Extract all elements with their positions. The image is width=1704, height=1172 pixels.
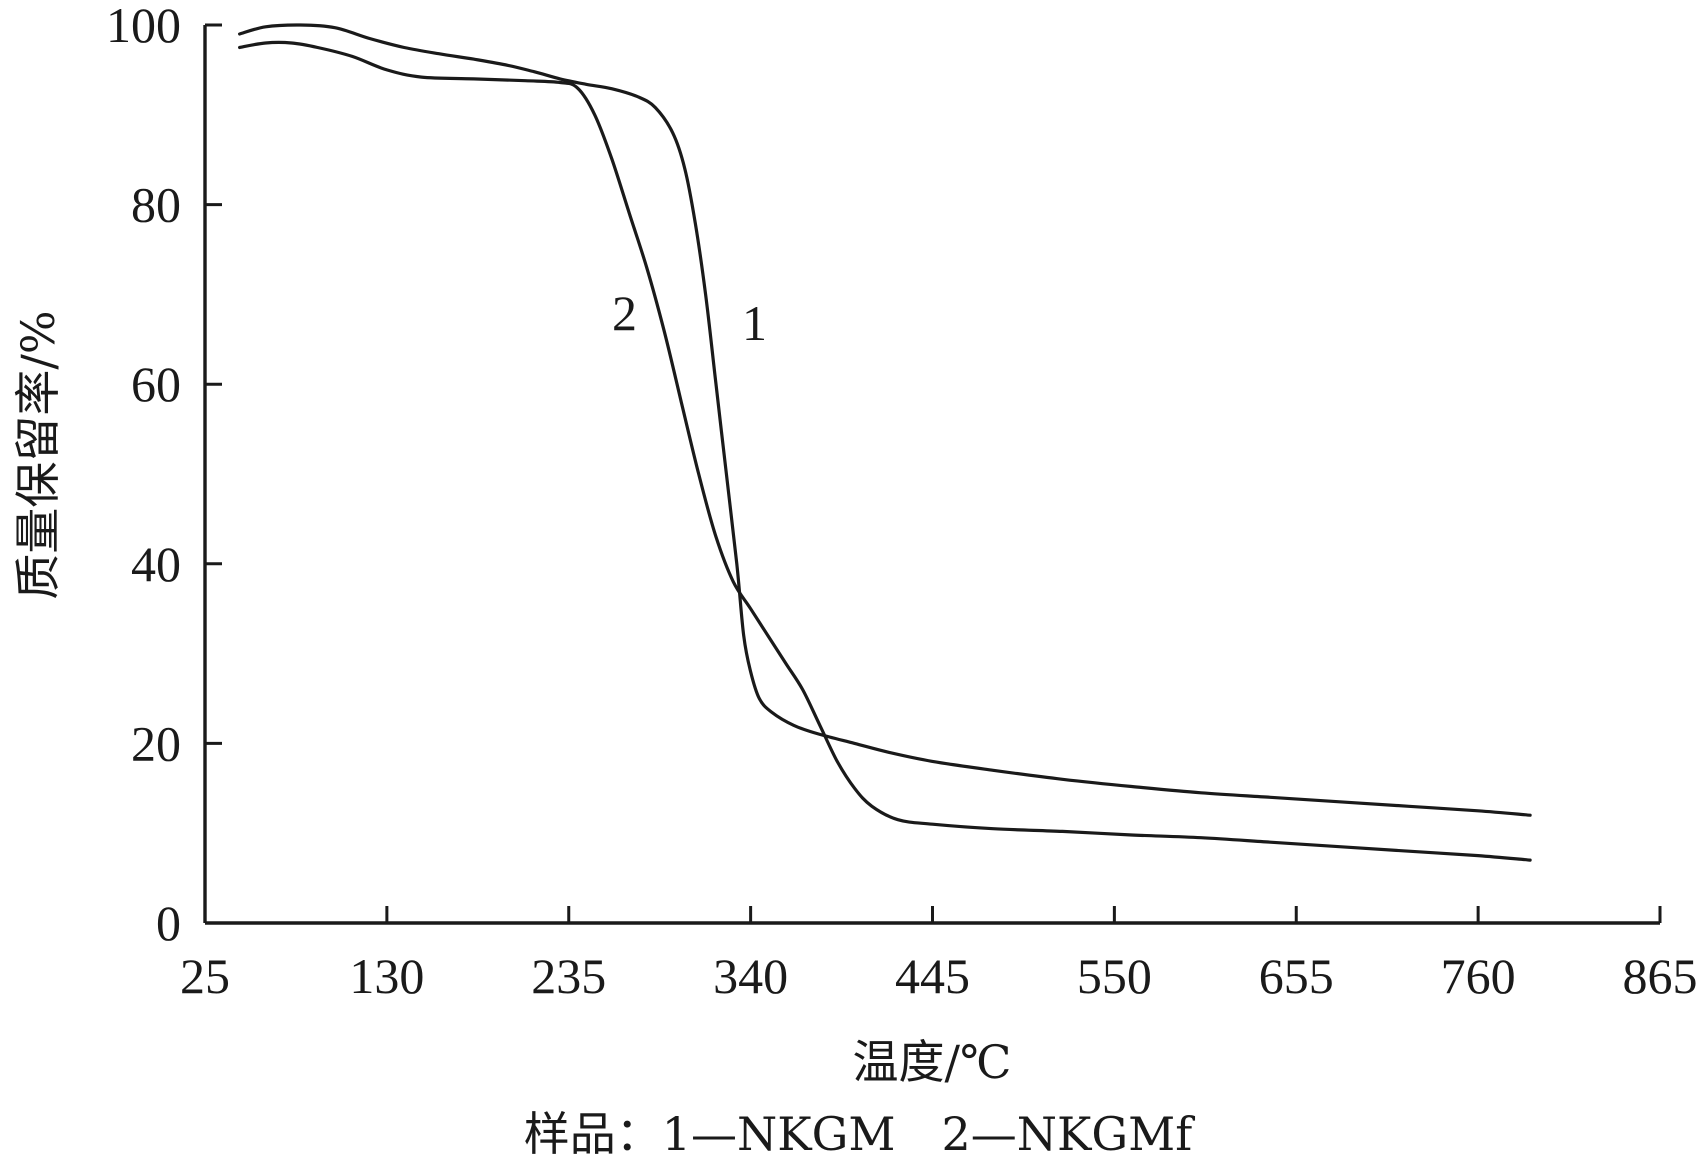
x-tick-label: 235 [531, 948, 606, 1004]
x-tick-label: 445 [895, 948, 970, 1004]
y-ticks: 0 20 40 60 80 100 [106, 0, 222, 951]
x-tick-label: 25 [180, 948, 230, 1004]
x-tick-label: 865 [1623, 948, 1698, 1004]
y-tick-label: 60 [131, 356, 181, 412]
y-tick-label: 80 [131, 177, 181, 233]
x-tick-label: 655 [1259, 948, 1334, 1004]
x-tick-label: 130 [349, 948, 424, 1004]
y-axis-label: 质量保留率/% [11, 310, 65, 599]
x-axis-label: 温度/℃ [853, 1035, 1012, 1089]
series-label-1: 1 [742, 295, 767, 351]
x-ticks: 25 130 235 340 445 550 655 760 865 [180, 906, 1698, 1004]
x-tick-label: 340 [713, 948, 788, 1004]
y-tick-label: 0 [156, 895, 181, 951]
x-tick-label: 550 [1077, 948, 1152, 1004]
plot-area [203, 23, 1660, 925]
y-tick-label: 40 [131, 536, 181, 592]
x-tick-label: 760 [1441, 948, 1516, 1004]
sample-caption: 样品：1—NKGM 2—NKGMf [524, 1107, 1195, 1161]
y-tick-label: 20 [131, 715, 181, 771]
curve-2 [238, 40, 1532, 862]
curve-1 [238, 23, 1532, 817]
series-label-2: 2 [612, 285, 637, 341]
y-tick-label: 100 [106, 0, 181, 53]
